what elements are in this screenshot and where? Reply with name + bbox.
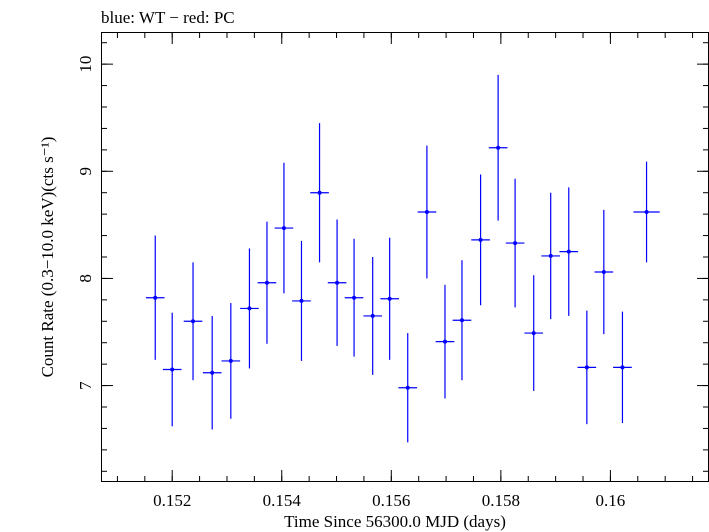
- point-marker: [478, 237, 483, 242]
- point-marker: [191, 319, 196, 324]
- point-marker: [170, 367, 175, 372]
- data-point: [183, 262, 203, 381]
- point-marker: [335, 280, 340, 285]
- data-point: [145, 235, 165, 360]
- point-marker: [299, 298, 304, 303]
- y-tick-label: 9: [76, 167, 95, 176]
- data-point: [162, 312, 182, 427]
- data-point: [344, 238, 364, 357]
- point-marker: [424, 210, 429, 214]
- point-marker: [247, 306, 252, 311]
- data-point: [488, 74, 508, 221]
- point-marker: [644, 210, 649, 214]
- x-tick-label: 0.156: [372, 491, 410, 510]
- x-tick-label: 0.16: [596, 491, 626, 510]
- point-marker: [531, 331, 536, 336]
- point-marker: [601, 270, 606, 274]
- data-point: [633, 161, 660, 263]
- data-point: [274, 162, 294, 294]
- data-point: [613, 311, 632, 424]
- point-marker: [442, 339, 447, 344]
- point-marker: [370, 313, 375, 318]
- x-tick-label: 0.158: [482, 491, 520, 510]
- point-marker: [584, 365, 589, 370]
- data-point: [471, 174, 490, 306]
- axis-tick-labels: 0.152 0.154 0.156 0.158 0.16 7 8 9 10: [76, 56, 625, 510]
- data-point: [292, 240, 311, 361]
- point-marker: [317, 190, 322, 195]
- data-point: [363, 257, 382, 375]
- data-point: [577, 310, 597, 425]
- data-point: [524, 275, 544, 391]
- data-point: [559, 187, 579, 316]
- y-axis-label: Count Rate (0.3−10.0 keV)(cts s⁻¹): [38, 137, 57, 378]
- point-marker: [513, 241, 518, 246]
- point-marker: [620, 365, 625, 370]
- point-marker: [459, 318, 464, 323]
- data-point: [452, 260, 472, 381]
- x-tick-label: 0.154: [263, 491, 302, 510]
- data-point: [240, 248, 259, 369]
- data-point: [398, 333, 418, 443]
- point-marker: [264, 280, 269, 285]
- chart-title: blue: WT − red: PC: [101, 8, 235, 27]
- data-point: [380, 237, 399, 360]
- point-marker: [228, 358, 233, 363]
- x-tick-label: 0.152: [153, 491, 191, 510]
- point-marker: [153, 295, 158, 300]
- y-tick-label: 10: [76, 56, 95, 73]
- data-point: [417, 145, 437, 279]
- data-point: [257, 221, 277, 344]
- data-point: [435, 284, 455, 399]
- x-axis-label: Time Since 56300.0 MJD (days): [284, 512, 506, 531]
- y-tick-label: 7: [76, 381, 95, 390]
- axis-ticks: [101, 32, 709, 482]
- data-point: [594, 209, 614, 335]
- point-marker: [548, 253, 553, 258]
- data-point: [221, 303, 241, 419]
- point-marker: [566, 249, 571, 254]
- data-point: [327, 219, 347, 346]
- point-marker: [281, 226, 286, 231]
- point-marker: [405, 385, 410, 390]
- data-point: [541, 192, 561, 320]
- point-marker: [496, 145, 501, 150]
- data-points: [145, 74, 660, 443]
- data-point: [202, 315, 222, 430]
- plot-frame: [101, 32, 709, 482]
- data-point: [310, 123, 329, 263]
- point-marker: [387, 296, 392, 301]
- point-marker: [352, 295, 357, 300]
- y-tick-label: 8: [76, 274, 95, 283]
- data-point: [505, 178, 525, 308]
- point-marker: [210, 370, 215, 375]
